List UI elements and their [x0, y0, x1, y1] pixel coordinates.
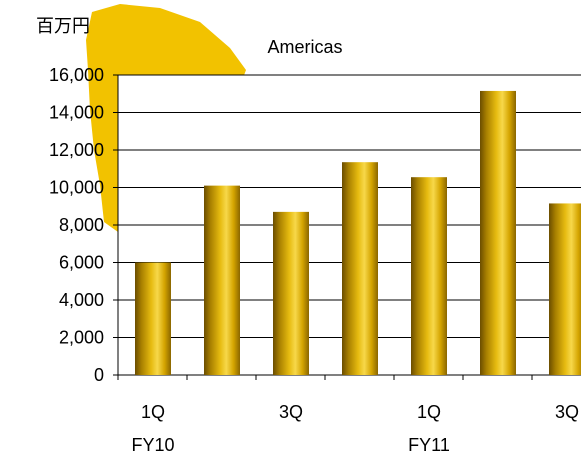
x-tick-label: 1Q: [417, 402, 441, 422]
bar: [480, 90, 516, 375]
x-tick-label: 3Q: [279, 402, 303, 422]
x-axis-labels: 1Q 3Q 1Q 3Q: [141, 402, 579, 422]
x-axis-group-labels: FY10 FY11: [131, 435, 449, 455]
bar: [411, 177, 447, 375]
y-tick-label: 8,000: [59, 215, 104, 235]
bar: [204, 185, 240, 375]
y-tick-label: 0: [94, 365, 104, 385]
x-group-label: FY10: [131, 435, 174, 455]
x-group-label: FY11: [408, 435, 450, 455]
bar: [342, 162, 378, 375]
y-tick-label: 16,000: [49, 65, 104, 85]
y-tick-label: 14,000: [49, 103, 104, 123]
bar: [135, 262, 171, 375]
y-tick-label: 4,000: [59, 290, 104, 310]
bar: [273, 211, 309, 375]
bar: [549, 203, 581, 375]
y-tick-label: 6,000: [59, 253, 104, 273]
y-tick-label: 10,000: [49, 178, 104, 198]
chart-title: Americas: [267, 37, 342, 57]
y-tick-label: 2,000: [59, 328, 104, 348]
y-tick-label: 12,000: [49, 140, 104, 160]
x-tick-label: 1Q: [141, 402, 165, 422]
y-axis-unit-label: 百万円: [36, 16, 90, 36]
x-tick-label: 3Q: [555, 402, 579, 422]
x-axis-ticks: [117, 375, 533, 380]
bars: [135, 90, 581, 375]
y-axis-ticks: 0 2,000 4,000 6,000 8,000 10,000 12,000 14,000 1…: [49, 65, 118, 385]
